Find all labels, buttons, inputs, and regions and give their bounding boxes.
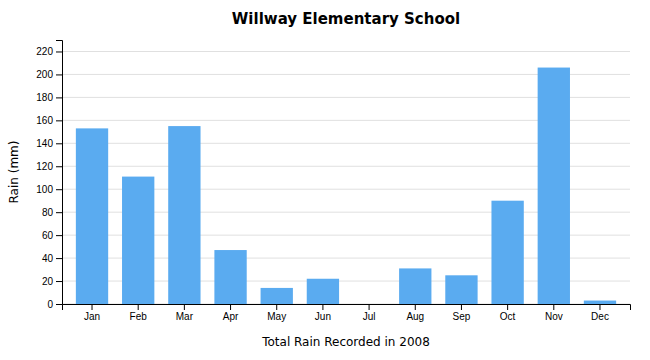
- bar: [491, 201, 523, 304]
- y-tick-label: 100: [36, 184, 53, 195]
- y-axis-title: Rain (mm): [7, 141, 21, 204]
- x-tick-label: Apr: [223, 311, 239, 322]
- y-tick-label: 20: [42, 276, 54, 287]
- y-tick: 80: [42, 207, 62, 218]
- y-tick-mark: [56, 166, 62, 167]
- x-tick: Dec: [591, 304, 609, 322]
- y-tick: 160: [36, 115, 62, 126]
- bar: [168, 126, 200, 304]
- x-tick-mark: [276, 304, 277, 310]
- y-tick: 220: [36, 46, 62, 57]
- x-tick-label: Aug: [406, 311, 424, 322]
- x-tick-label: Dec: [591, 311, 609, 322]
- y-tick-mark: [56, 281, 62, 282]
- x-tick: Aug: [406, 304, 424, 322]
- x-tick: Apr: [223, 304, 239, 322]
- x-tick: Sep: [453, 304, 471, 322]
- y-tick-label: 160: [36, 115, 53, 126]
- bar: [261, 288, 293, 304]
- x-tick-mark: [507, 304, 508, 310]
- y-tick-label: 200: [36, 69, 53, 80]
- x-tick-mark: [230, 304, 231, 310]
- y-tick: 200: [36, 69, 62, 80]
- x-tick-mark: [461, 304, 462, 310]
- chart: Jan Feb Mar Apr May Jun Jul Aug Sep Oct Nov Dec 0 20 4…: [0, 0, 650, 360]
- y-tick-label: 140: [36, 138, 53, 149]
- x-tick: Oct: [500, 304, 516, 322]
- y-tick: 0: [47, 299, 62, 310]
- x-tick-label: Jan: [84, 311, 100, 322]
- y-tick-mark: [56, 97, 62, 98]
- bar: [538, 68, 570, 304]
- y-tick-mark: [56, 235, 62, 236]
- y-tick: 180: [36, 92, 62, 103]
- y-tick: 20: [42, 276, 62, 287]
- x-tick: May: [267, 304, 286, 322]
- y-tick-label: 120: [36, 161, 53, 172]
- y-tick-mark: [56, 189, 62, 190]
- x-tick-mark: [184, 304, 185, 310]
- x-axis-title: Total Rain Recorded in 2008: [261, 335, 430, 349]
- bars: [76, 68, 616, 304]
- x-tick: Mar: [176, 304, 194, 322]
- y-tick-label: 40: [42, 253, 54, 264]
- y-tick-mark: [56, 120, 62, 121]
- y-tick-label: 180: [36, 92, 53, 103]
- x-tick-mark: [92, 304, 93, 310]
- x-tick-mark: [322, 304, 323, 310]
- y-tick-mark: [56, 51, 62, 52]
- x-tick: Jan: [84, 304, 100, 322]
- x-tick: Jul: [363, 304, 376, 322]
- x-tick: Feb: [130, 304, 148, 322]
- y-tick: 60: [42, 230, 62, 241]
- bar: [353, 304, 385, 305]
- x-axis: Jan Feb Mar Apr May Jun Jul Aug Sep Oct Nov Dec: [63, 304, 631, 322]
- bar: [122, 177, 154, 304]
- y-tick-label: 0: [47, 299, 53, 310]
- y-tick-mark: [56, 304, 62, 305]
- x-tick-mark: [369, 304, 370, 310]
- x-tick-mark: [415, 304, 416, 310]
- bar: [445, 275, 477, 304]
- plot-area: Jan Feb Mar Apr May Jun Jul Aug Sep Oct Nov Dec 0 20 4…: [36, 41, 630, 323]
- grid-line: [62, 51, 630, 52]
- bar: [76, 128, 108, 304]
- x-tick-label: Mar: [176, 311, 194, 322]
- x-tick-label: Feb: [130, 311, 148, 322]
- y-tick-label: 60: [42, 230, 54, 241]
- x-tick-label: Sep: [453, 311, 471, 322]
- y-axis-line: [56, 41, 63, 305]
- y-tick-label: 220: [36, 46, 53, 57]
- y-tick: 140: [36, 138, 62, 149]
- y-tick-label: 80: [42, 207, 54, 218]
- y-tick: 40: [42, 253, 62, 264]
- y-tick: 120: [36, 161, 62, 172]
- grid: [62, 51, 630, 304]
- bar: [307, 279, 339, 304]
- x-tick-mark: [138, 304, 139, 310]
- x-axis-line: [63, 305, 631, 311]
- bar: [399, 268, 431, 304]
- x-tick-label: Jul: [363, 311, 376, 322]
- bar: [584, 301, 616, 304]
- x-tick: Nov: [545, 304, 563, 322]
- y-tick-mark: [56, 74, 62, 75]
- y-tick-mark: [56, 212, 62, 213]
- x-tick-mark: [553, 304, 554, 310]
- x-tick-label: May: [267, 311, 286, 322]
- y-tick-mark: [56, 258, 62, 259]
- x-tick-label: Oct: [500, 311, 516, 322]
- y-axis: 0 20 40 60 80 100 120 140 160 180 200 220: [36, 41, 62, 310]
- x-tick: Jun: [315, 304, 331, 322]
- y-tick-mark: [56, 143, 62, 144]
- x-tick-label: Nov: [545, 311, 563, 322]
- y-tick: 100: [36, 184, 62, 195]
- bar: [214, 250, 246, 304]
- x-tick-label: Jun: [315, 311, 331, 322]
- x-tick-mark: [599, 304, 600, 310]
- title: Willway Elementary School: [232, 10, 460, 28]
